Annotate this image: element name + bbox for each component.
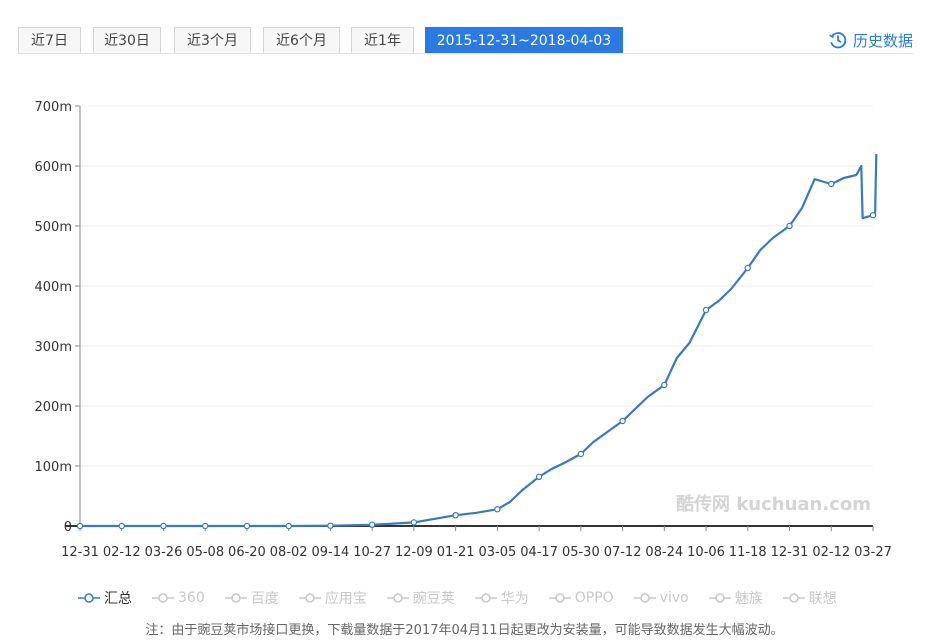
legend-item[interactable]: 360: [152, 590, 205, 606]
x-tick-label: 03-26: [145, 545, 183, 560]
legend-marker-icon: [224, 593, 247, 603]
data-point[interactable]: [744, 264, 751, 272]
y-axis: 0 100m 200m 300m 400m 500m 600m 700m: [35, 100, 81, 535]
data-point[interactable]: [243, 522, 251, 530]
x-tick-label: 09-14: [312, 545, 350, 560]
legend-label: 豌豆荚: [412, 591, 455, 607]
data-point[interactable]: [285, 522, 292, 530]
legend-item[interactable]: OPPO: [548, 590, 614, 606]
x-tick-label: 10-27: [353, 545, 391, 560]
y-tick-label: 400m: [35, 280, 72, 295]
tab-6-months[interactable]: 近6个月: [263, 27, 340, 53]
x-tick-label: 05-08: [186, 545, 224, 560]
history-data-link[interactable]: 历史数据: [828, 28, 913, 52]
legend-label: vivo: [659, 590, 689, 606]
legend-item[interactable]: vivo: [633, 590, 689, 606]
watermark: 酷传网 kuchuan.com: [676, 493, 871, 515]
data-point[interactable]: [452, 512, 459, 519]
x-tick-label: 02-12: [812, 545, 850, 560]
tab-custom-range[interactable]: 2015-12-31~2018-04-03: [425, 27, 623, 53]
data-point[interactable]: [368, 521, 376, 528]
y-tick-label: 100m: [35, 460, 72, 475]
data-point[interactable]: [577, 450, 585, 458]
x-tick-label: 08-02: [270, 545, 308, 560]
legend-marker-icon: [633, 593, 656, 603]
legend-label: 华为: [500, 591, 529, 607]
download-line-chart: 酷传网 kuchuan.com 0 100m 200m 300m 400m 500m 600…: [35, 100, 892, 560]
series-line-total: [80, 153, 878, 528]
history-data-label: 历史数据: [852, 31, 913, 50]
legend-marker-icon: [548, 593, 571, 603]
legend-label: OPPO: [574, 590, 614, 606]
legend-marker-icon: [474, 593, 497, 603]
data-point[interactable]: [869, 211, 877, 219]
legend-marker-icon: [386, 593, 409, 603]
legend-item[interactable]: 汇总: [78, 588, 132, 608]
x-tick-label: 10-06: [687, 545, 725, 560]
legend-item[interactable]: 联想: [782, 588, 837, 608]
x-tick-label: 11-18: [729, 545, 767, 560]
grid: [80, 105, 873, 467]
data-point[interactable]: [410, 519, 418, 526]
data-point[interactable]: [494, 506, 501, 513]
x-tick-label: 05-30: [562, 545, 600, 560]
y-tick-label: 600m: [35, 160, 72, 175]
y-tick-label: 200m: [35, 400, 72, 415]
legend-item[interactable]: 豌豆荚: [386, 588, 455, 608]
footnote: 注：由于豌豆荚市场接口更换，下载量数据于2017年04月11日起更改为安装量，可…: [145, 623, 784, 638]
legend-marker-icon: [152, 593, 174, 603]
data-point[interactable]: [619, 417, 626, 425]
legend-marker-icon: [782, 593, 805, 603]
data-point[interactable]: [702, 306, 710, 314]
y-tick-label: 0: [64, 520, 72, 535]
x-tick-label: 01-21: [437, 545, 475, 560]
x-tick-label: 02-12: [103, 545, 141, 560]
y-tick-label: 700m: [35, 100, 72, 115]
data-point[interactable]: [118, 522, 125, 530]
legend-item[interactable]: 百度: [224, 588, 279, 608]
tab-7-days[interactable]: 近7日: [18, 27, 81, 53]
legend-marker-icon: [298, 593, 321, 603]
tab-3-months[interactable]: 近3个月: [174, 27, 251, 53]
legend: 汇总 360 百度 应用宝 豌豆荚 华为 OPPO vivo 魅族 联想: [78, 588, 857, 608]
legend-label: 魅族: [734, 591, 763, 607]
x-tick-label: 03-05: [478, 545, 516, 560]
data-point[interactable]: [76, 522, 84, 530]
legend-label: 360: [178, 590, 205, 606]
x-tick-label: 08-24: [645, 545, 683, 560]
data-point[interactable]: [786, 222, 793, 230]
legend-label: 汇总: [104, 591, 132, 607]
range-toolbar: 近7日 近30日 近3个月 近6个月 近1年 2015-12-31~2018-0…: [0, 0, 929, 56]
data-point[interactable]: [327, 522, 334, 529]
legend-label: 联想: [808, 591, 837, 607]
legend-item[interactable]: 魅族: [708, 588, 763, 608]
legend-marker-icon: [708, 593, 731, 603]
tab-1-year[interactable]: 近1年: [351, 27, 414, 53]
x-tick-label: 06-20: [228, 545, 266, 560]
tab-30-days[interactable]: 近30日: [93, 27, 161, 53]
legend-label: 百度: [250, 591, 279, 607]
legend-item[interactable]: 应用宝: [298, 588, 367, 608]
y-tick-label: 300m: [35, 340, 72, 355]
series-layer: [76, 153, 878, 530]
tab-divider: [18, 53, 913, 54]
data-point[interactable]: [202, 522, 209, 530]
legend-marker-icon: [78, 593, 100, 603]
x-tick-label: 03-27: [854, 545, 892, 560]
x-tick-label: 07-12: [604, 545, 642, 560]
data-point[interactable]: [828, 180, 835, 188]
x-tick-label: 12-31: [61, 545, 99, 560]
x-axis: 12-31 02-12 03-26 05-08 06-20 08-02 09-14 10-27…: [61, 525, 892, 560]
x-tick-label: 12-09: [395, 545, 433, 560]
x-tick-label: 04-17: [520, 545, 558, 560]
data-point[interactable]: [661, 381, 668, 389]
legend-item[interactable]: 华为: [474, 588, 529, 608]
x-tick-label: 12-31: [771, 545, 809, 560]
history-clock-icon: [829, 32, 847, 49]
data-point[interactable]: [160, 522, 167, 530]
data-point[interactable]: [535, 473, 543, 480]
y-tick-label: 500m: [35, 220, 72, 235]
legend-label: 应用宝: [324, 591, 367, 607]
